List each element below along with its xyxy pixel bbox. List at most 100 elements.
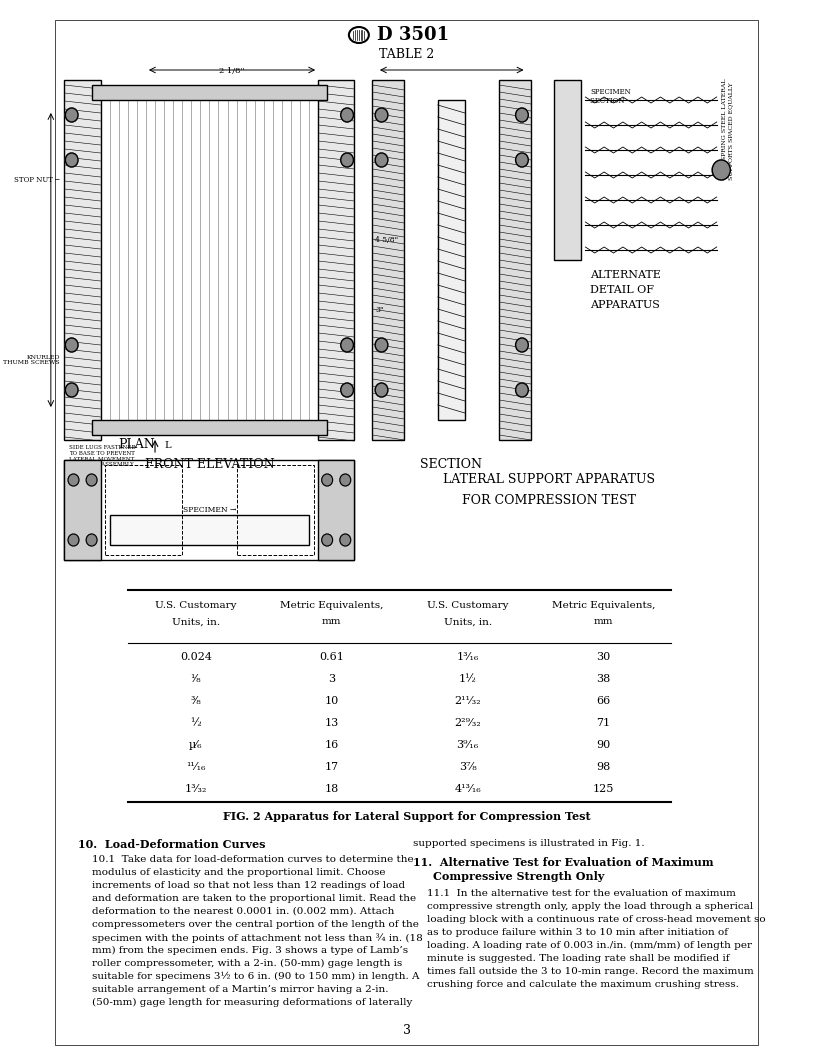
Text: 1³⁄₃₂: 1³⁄₃₂	[184, 784, 207, 794]
Text: STOP NUT ─: STOP NUT ─	[15, 176, 60, 184]
Bar	[91, 420, 327, 435]
Circle shape	[68, 474, 79, 486]
Text: mm: mm	[322, 618, 341, 626]
Text: 3": 3"	[375, 306, 384, 314]
Bar	[437, 100, 465, 420]
Bar	[64, 460, 100, 560]
Text: Units, in.: Units, in.	[171, 618, 220, 626]
Text: 125: 125	[592, 784, 614, 794]
Bar	[64, 460, 354, 560]
Circle shape	[65, 383, 78, 397]
Text: 2²⁹⁄₃₂: 2²⁹⁄₃₂	[455, 718, 481, 728]
Text: mm) from the specimen ends. Fig. 3 shows a type of Lamb’s: mm) from the specimen ends. Fig. 3 shows…	[91, 946, 408, 955]
Text: 16: 16	[325, 740, 339, 750]
Text: loading. A loading rate of 0.003 in./in. (mm/mm) of length per: loading. A loading rate of 0.003 in./in.…	[427, 941, 752, 950]
Text: Metric Equivalents,: Metric Equivalents,	[280, 601, 384, 609]
Text: crushing force and calculate the maximum crushing stress.: crushing force and calculate the maximum…	[427, 980, 738, 989]
Circle shape	[322, 534, 333, 546]
Text: 13: 13	[325, 718, 339, 728]
Circle shape	[322, 474, 333, 486]
Text: ½: ½	[190, 718, 202, 728]
Circle shape	[712, 161, 730, 180]
Text: SPECIMEN
SECTION ─: SPECIMEN SECTION ─	[590, 88, 631, 106]
Text: 11.1  In the alternative test for the evaluation of maximum: 11.1 In the alternative test for the eva…	[427, 889, 736, 898]
Text: 17: 17	[325, 762, 339, 772]
Text: Metric Equivalents,: Metric Equivalents,	[552, 601, 655, 609]
Bar	[91, 84, 327, 100]
Text: 0.61: 0.61	[319, 652, 344, 662]
Text: 98: 98	[596, 762, 610, 772]
Text: 4¹³⁄₁₆: 4¹³⁄₁₆	[455, 784, 481, 794]
Text: U.S. Customary: U.S. Customary	[155, 601, 237, 609]
Text: 3: 3	[328, 674, 335, 684]
Bar	[318, 460, 354, 560]
Text: Compressive Strength Only: Compressive Strength Only	[433, 871, 605, 882]
Text: TABLE 2: TABLE 2	[379, 49, 434, 61]
Circle shape	[341, 108, 353, 122]
Text: deformation to the nearest 0.0001 in. (0.002 mm). Attach: deformation to the nearest 0.0001 in. (0…	[91, 907, 394, 916]
Circle shape	[341, 338, 353, 352]
Text: and deformation are taken to the proportional limit. Read the: and deformation are taken to the proport…	[91, 894, 415, 903]
Text: minute is suggested. The loading rate shall be modified if: minute is suggested. The loading rate sh…	[427, 954, 730, 963]
Text: suitable for specimens 3½ to 6 in. (90 to 150 mm) in length. A: suitable for specimens 3½ to 6 in. (90 t…	[91, 972, 419, 981]
Text: 2 1/8": 2 1/8"	[220, 67, 245, 75]
Text: loading block with a continuous rate of cross-head movement so: loading block with a continuous rate of …	[427, 914, 765, 924]
Text: Units, in.: Units, in.	[444, 618, 492, 626]
Text: (50-mm) gage length for measuring deformations of laterally: (50-mm) gage length for measuring deform…	[91, 998, 412, 1007]
Circle shape	[65, 153, 78, 167]
Circle shape	[516, 108, 528, 122]
Circle shape	[375, 153, 388, 167]
Bar	[499, 80, 531, 440]
Circle shape	[86, 534, 97, 546]
Bar	[318, 80, 354, 440]
Text: SPECIMEN →: SPECIMEN →	[183, 506, 236, 514]
Text: times fall outside the 3 to 10-min range. Record the maximum: times fall outside the 3 to 10-min range…	[427, 967, 753, 976]
Text: ALTERNATE
DETAIL OF
APPARATUS: ALTERNATE DETAIL OF APPARATUS	[590, 270, 661, 309]
Text: 10: 10	[325, 696, 339, 706]
Bar	[64, 80, 100, 440]
Text: 3: 3	[403, 1023, 411, 1037]
Text: 3⁹⁄₁₆: 3⁹⁄₁₆	[456, 740, 479, 750]
Text: 18: 18	[325, 784, 339, 794]
Text: roller compressometer, with a 2-in. (50-mm) gage length is: roller compressometer, with a 2-in. (50-…	[91, 959, 401, 968]
Ellipse shape	[349, 27, 369, 43]
Circle shape	[375, 108, 388, 122]
Circle shape	[339, 474, 351, 486]
Text: suitable arrangement of a Martin’s mirror having a 2-in.: suitable arrangement of a Martin’s mirro…	[91, 985, 388, 994]
Text: compressometers over the central portion of the length of the: compressometers over the central portion…	[91, 920, 419, 929]
Text: 4- 4N SPRING STEEL LATERAL
SUPPORTS SPACED EQUALLY: 4- 4N SPRING STEEL LATERAL SUPPORTS SPAC…	[722, 78, 733, 180]
Circle shape	[65, 108, 78, 122]
Text: L: L	[164, 440, 171, 450]
Text: FIG. 2 Apparatus for Lateral Support for Compression Test: FIG. 2 Apparatus for Lateral Support for…	[223, 811, 591, 823]
Text: LATERAL SUPPORT APPARATUS
FOR COMPRESSION TEST: LATERAL SUPPORT APPARATUS FOR COMPRESSIO…	[443, 473, 655, 507]
Circle shape	[68, 534, 79, 546]
Circle shape	[516, 383, 528, 397]
Text: D 3501: D 3501	[377, 26, 449, 44]
Text: PLAN: PLAN	[118, 438, 155, 452]
Bar	[553, 80, 581, 260]
Text: ³⁄₈: ³⁄₈	[190, 696, 202, 706]
Text: ¹¹⁄₁₆: ¹¹⁄₁₆	[186, 762, 206, 772]
Bar	[372, 80, 404, 440]
Circle shape	[341, 153, 353, 167]
Circle shape	[341, 383, 353, 397]
Text: 0.024: 0.024	[180, 652, 212, 662]
Text: 2¹¹⁄₃₂: 2¹¹⁄₃₂	[455, 696, 481, 706]
Bar	[105, 465, 182, 555]
Text: FRONT ELEVATION: FRONT ELEVATION	[144, 458, 274, 471]
Circle shape	[375, 383, 388, 397]
Text: 1½: 1½	[459, 674, 477, 684]
Text: 38: 38	[596, 674, 610, 684]
Text: 66: 66	[596, 696, 610, 706]
Text: mm: mm	[594, 618, 614, 626]
Text: 10.  Load-Deformation Curves: 10. Load-Deformation Curves	[78, 840, 265, 850]
Text: 30: 30	[596, 652, 610, 662]
Text: SIDE LUGS FASTENED
TO BASE TO PREVENT
LATERAL MOVEMENT
OF UPPER ASSEMBLY: SIDE LUGS FASTENED TO BASE TO PREVENT LA…	[69, 445, 136, 468]
Text: 3⁷⁄₈: 3⁷⁄₈	[459, 762, 477, 772]
Text: KNURLED
THUMB SCREWS: KNURLED THUMB SCREWS	[3, 355, 60, 365]
Text: modulus of elasticity and the proportional limit. Choose: modulus of elasticity and the proportion…	[91, 868, 385, 876]
Text: specimen with the points of attachment not less than ¾ in. (18: specimen with the points of attachment n…	[91, 934, 423, 943]
Circle shape	[516, 338, 528, 352]
Circle shape	[516, 153, 528, 167]
Text: compressive strength only, apply the load through a spherical: compressive strength only, apply the loa…	[427, 902, 753, 911]
